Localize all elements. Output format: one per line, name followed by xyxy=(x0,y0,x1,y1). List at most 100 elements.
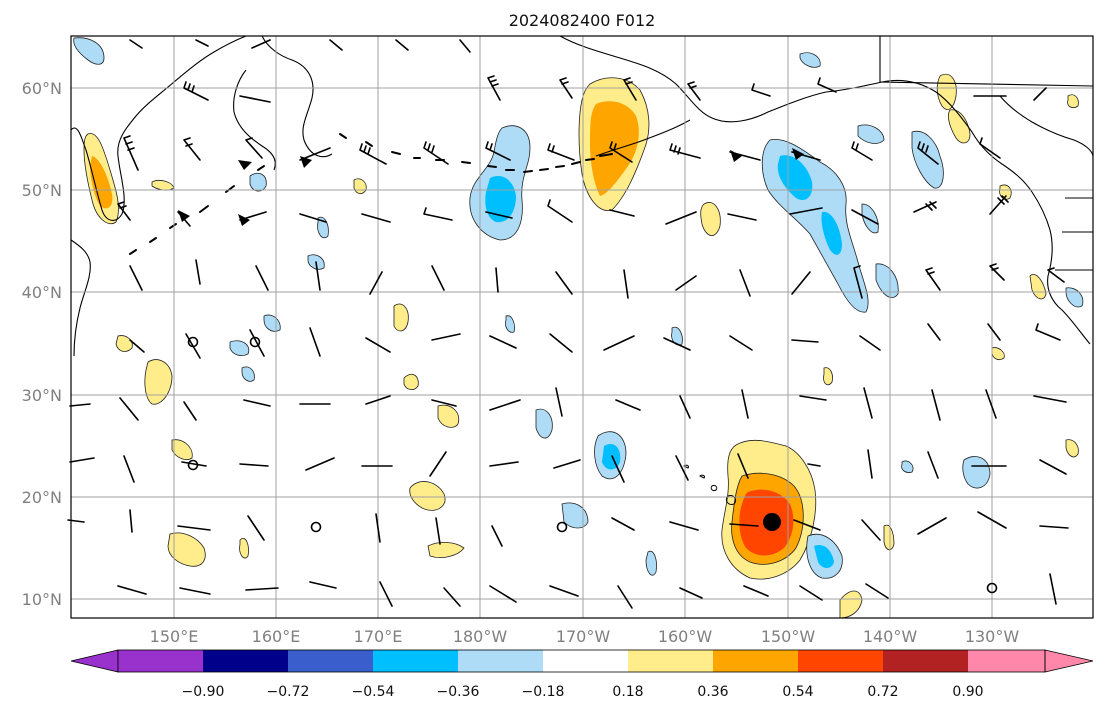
positive-anomaly-blob xyxy=(1029,274,1047,300)
longitude-labels: 150°E 160°E 170°E 180°W 170°W 160°W 150°… xyxy=(150,627,1020,646)
positive-anomaly-blob xyxy=(437,404,460,428)
colorbar-tick-label: −0.54 xyxy=(352,684,395,700)
colorbar-segment xyxy=(628,650,713,672)
colorbar-tick-label: 0.36 xyxy=(697,684,728,700)
positive-anomaly-blob xyxy=(171,439,193,460)
colorbar-segment xyxy=(288,650,373,672)
negative-anomaly-blob xyxy=(799,52,821,68)
negative-anomaly-blob xyxy=(857,124,885,144)
chart-title: 2024082400 F012 xyxy=(509,11,656,30)
negative-anomaly-blob xyxy=(602,443,621,470)
negative-anomaly-blob xyxy=(875,263,899,298)
lat-label: 50°N xyxy=(22,181,62,200)
colorbar-tick-label: −0.90 xyxy=(182,684,225,700)
negative-anomaly-blob xyxy=(901,460,914,473)
positive-anomaly-blob xyxy=(1067,94,1079,108)
coastline-na-west xyxy=(1031,191,1091,345)
colorbar-extend-low xyxy=(70,649,119,673)
colorbar-segment xyxy=(373,650,458,672)
lon-label: 170°E xyxy=(354,627,403,646)
negative-anomaly-blob xyxy=(241,366,255,382)
calm-circles xyxy=(187,336,998,594)
coastlines xyxy=(70,35,1094,357)
positive-anomaly-blob xyxy=(409,481,446,511)
storm-center-marker xyxy=(763,513,781,531)
lon-label: 130°W xyxy=(965,627,1020,646)
lat-label: 20°N xyxy=(22,488,62,507)
colorbar-extend-high xyxy=(1044,649,1094,673)
colorbar-segment xyxy=(203,650,288,672)
negative-anomaly-blob xyxy=(73,37,105,65)
coastline-alaska-peninsula xyxy=(595,119,691,157)
negative-anomaly-blob xyxy=(229,340,250,356)
colorbar-segment xyxy=(968,650,1045,672)
colorbar-tick-label: 0.54 xyxy=(782,684,813,700)
positive-anomaly-blob xyxy=(403,373,419,390)
positive-anomaly-blob xyxy=(839,590,863,619)
positive-anomaly-blob xyxy=(144,359,173,405)
colorbar-tick-label: −0.72 xyxy=(267,684,310,700)
lon-label: 160°E xyxy=(252,627,301,646)
negative-anomaly-gulf-alaska-core xyxy=(777,155,813,201)
lon-label: 140°W xyxy=(863,627,918,646)
colorbar-tick-label: 0.72 xyxy=(867,684,898,700)
anomaly-shading xyxy=(73,37,1084,619)
positive-anomaly-blob xyxy=(393,303,409,332)
negative-anomaly-blob xyxy=(814,544,834,568)
colorbar-segment xyxy=(458,650,543,672)
coastline-alaska xyxy=(559,35,1033,193)
colorbar-segment xyxy=(713,650,798,672)
colorbar-segment xyxy=(883,650,968,672)
latitude-labels: 10°N 20°N 30°N 40°N 50°N 60°N xyxy=(22,79,62,609)
colorbar-tick-label: 0.90 xyxy=(952,684,983,700)
lon-label: 180°W xyxy=(453,627,508,646)
lon-label: 150°E xyxy=(150,627,199,646)
negative-anomaly-blob xyxy=(249,172,267,192)
negative-anomaly-gulf-alaska-core2 xyxy=(821,211,842,255)
pennants xyxy=(178,148,804,226)
map-panel xyxy=(67,35,1094,619)
positive-anomaly-blob xyxy=(883,524,895,551)
negative-anomaly-blob xyxy=(861,203,879,234)
aleutian-islands xyxy=(129,133,613,255)
lon-label: 150°W xyxy=(761,627,816,646)
coastline-na-inner xyxy=(999,95,1094,157)
negative-anomaly-blob xyxy=(561,502,589,529)
lat-label: 60°N xyxy=(22,79,62,98)
colorbar-segment xyxy=(118,650,203,672)
positive-anomaly-blob xyxy=(1065,439,1079,458)
positive-anomaly-blob xyxy=(700,202,721,236)
positive-anomaly-blob xyxy=(948,109,971,144)
border-canada xyxy=(879,36,1094,271)
positive-anomaly-blob xyxy=(823,367,833,386)
positive-anomaly-blob xyxy=(991,347,1005,360)
negative-anomaly-blob xyxy=(962,456,991,489)
negative-anomaly-blob xyxy=(645,550,657,576)
graticule xyxy=(71,36,1093,618)
colorbar-tick-label: −0.18 xyxy=(522,684,565,700)
lat-label: 10°N xyxy=(22,590,62,609)
coastline-asia-kamchatka xyxy=(70,35,247,221)
colorbar: −0.90 −0.72 −0.54 −0.36 −0.18 0.18 0.36 … xyxy=(70,649,1094,700)
lat-label: 30°N xyxy=(22,386,62,405)
colorbar-tick-label: 0.18 xyxy=(612,684,643,700)
lon-label: 170°W xyxy=(556,627,611,646)
negative-anomaly-aleutian-west-core xyxy=(485,176,516,223)
positive-anomaly-blob xyxy=(115,335,133,352)
coastline-siberia xyxy=(233,35,333,171)
colorbar-segment xyxy=(543,650,628,672)
negative-anomaly-blob xyxy=(911,130,944,189)
colorbar-segment xyxy=(798,650,883,672)
colorbar-frame xyxy=(117,649,1046,673)
negative-anomaly-blob xyxy=(535,408,553,439)
positive-anomaly-blob xyxy=(239,538,249,559)
negative-anomaly-blob xyxy=(505,315,515,333)
negative-anomaly-blob xyxy=(1065,287,1084,308)
positive-anomaly-blob xyxy=(167,532,206,567)
coastline-asia-west xyxy=(70,239,91,357)
map-frame xyxy=(70,35,1094,619)
positive-anomaly-kamchatka-core xyxy=(90,156,113,209)
negative-anomaly-blob xyxy=(671,326,683,346)
colorbar-tick-label: −0.36 xyxy=(437,684,480,700)
